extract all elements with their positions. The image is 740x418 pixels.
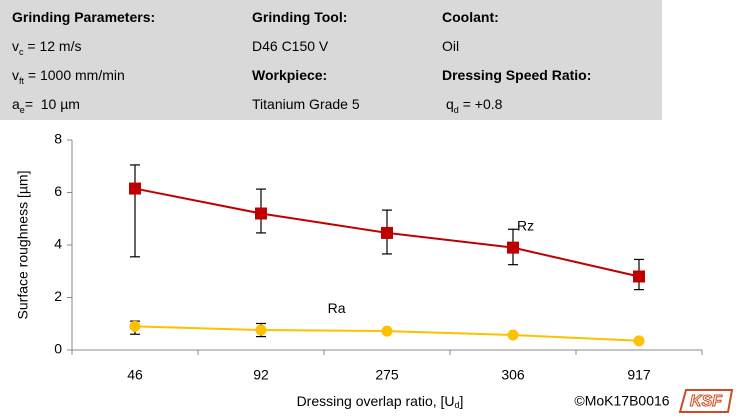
parameter: ae= 10 µm: [12, 96, 80, 115]
marker: [129, 320, 141, 332]
header-title: Dressing Speed Ratio:: [442, 67, 592, 83]
parameter-box: Grinding Parameters: vc = 12 m/s vft = 1…: [0, 0, 662, 120]
marker: [129, 182, 141, 195]
marker: [381, 325, 393, 337]
parameter: qd = +0.8: [446, 96, 503, 115]
x-tick-label: 275: [375, 367, 399, 383]
header-title: Grinding Parameters:: [12, 9, 156, 25]
y-tick-label: 6: [54, 183, 62, 199]
marker: [633, 270, 645, 283]
copyright: ©MoK17B0016: [574, 393, 669, 409]
annotation: Ra: [328, 300, 346, 316]
logo: KSF: [690, 393, 723, 410]
x-tick-label: 306: [501, 367, 525, 383]
y-tick-label: 8: [54, 131, 62, 147]
x-tick-label: 92: [253, 367, 269, 383]
marker: [507, 241, 519, 254]
marker: [255, 207, 267, 220]
annotation: Rz: [517, 217, 534, 233]
y-tick-label: 4: [54, 236, 62, 252]
marker: [381, 226, 393, 239]
parameter: vft = 1000 mm/min: [12, 67, 125, 86]
x-tick-label: 917: [627, 367, 651, 383]
parameter: D46 C150 V: [252, 38, 329, 54]
y-tick-label: 2: [54, 288, 62, 304]
parameter: Titanium Grade 5: [252, 96, 360, 112]
x-axis-label: Dressing overlap ratio, [Ud]: [297, 393, 464, 411]
y-axis-label: Surface roughness [µm]: [15, 171, 31, 320]
y-tick-label: 0: [54, 341, 62, 357]
header-title: Workpiece:: [252, 67, 328, 83]
marker: [507, 329, 519, 341]
header-title: Grinding Tool:: [252, 9, 348, 25]
marker: [255, 324, 267, 336]
x-tick-label: 46: [127, 367, 143, 383]
logo-frame: [678, 389, 734, 413]
parameter: Oil: [442, 38, 460, 54]
marker: [633, 335, 645, 347]
parameter: vc = 12 m/s: [12, 38, 82, 57]
header-title: Coolant:: [442, 9, 499, 25]
